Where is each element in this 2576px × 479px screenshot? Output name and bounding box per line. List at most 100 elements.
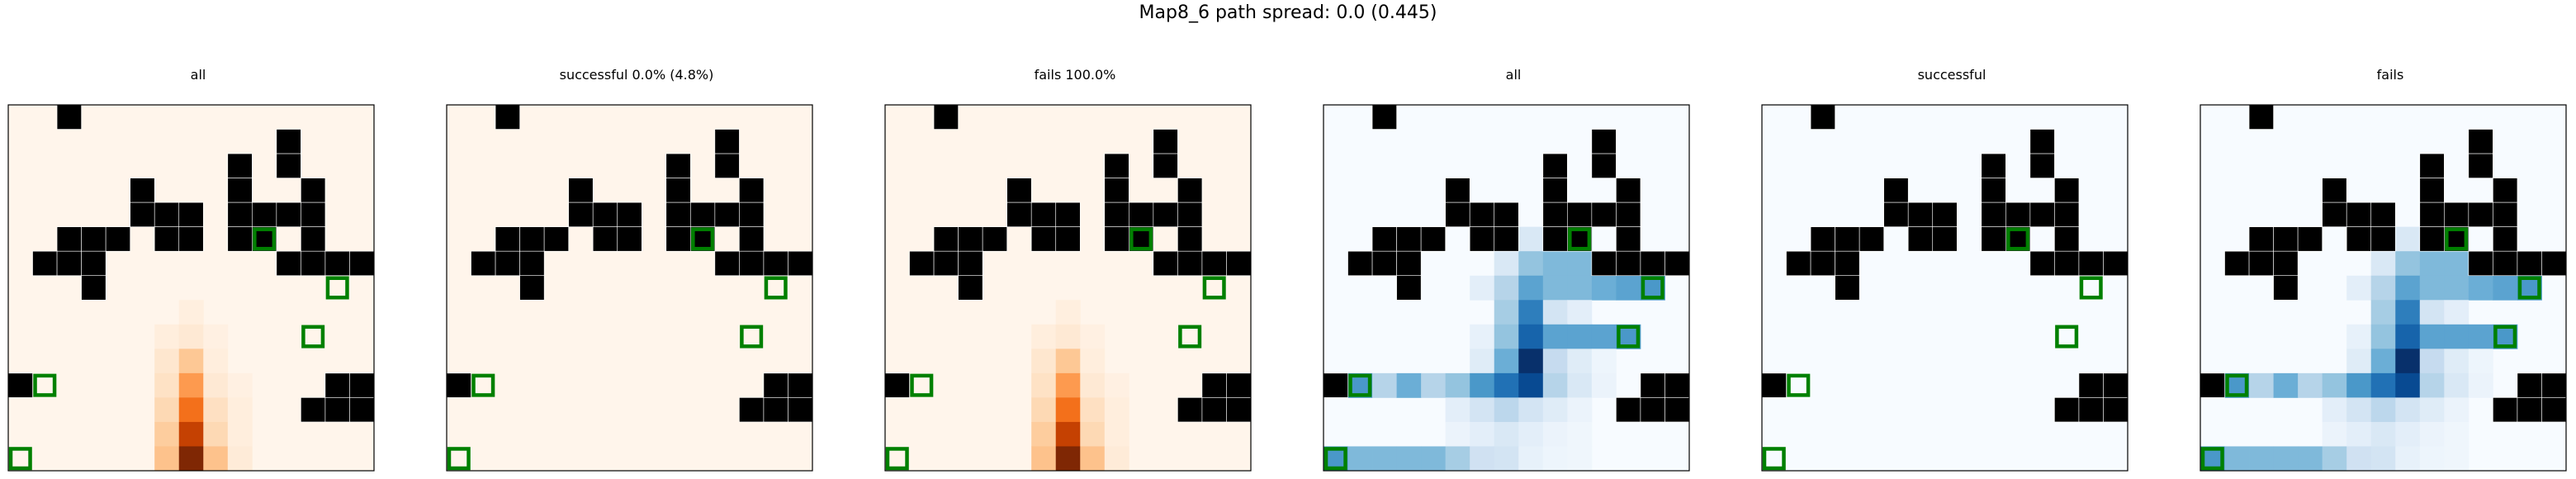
- wall-cell: [1542, 178, 1568, 203]
- wall-cell: [2541, 250, 2567, 277]
- goal-marker: [1348, 373, 1372, 397]
- panel-title: all: [190, 67, 206, 83]
- wall-cell: [665, 226, 691, 252]
- wall-cell: [1201, 250, 1227, 277]
- heat-cell: [1080, 446, 1106, 472]
- heat-cell: [2249, 372, 2274, 398]
- heat-cell: [2370, 251, 2396, 277]
- wall-cell: [2273, 250, 2299, 277]
- heat-cell: [1518, 324, 1544, 349]
- wall-cell: [2078, 250, 2104, 277]
- goal-marker: [2006, 227, 2030, 251]
- wall-cell: [788, 372, 813, 398]
- wall-cell: [276, 153, 301, 178]
- heat-cell: [1518, 226, 1544, 252]
- wall-cell: [933, 104, 959, 130]
- wall-cell: [1055, 226, 1081, 252]
- heat-cell: [2298, 446, 2323, 472]
- heat-cell: [2370, 275, 2396, 301]
- wall-cell: [1907, 226, 1934, 252]
- axes-frame: [446, 104, 813, 472]
- heat-cell: [1518, 275, 1544, 301]
- heat-cell: [1542, 446, 1568, 472]
- wall-cell: [301, 226, 326, 252]
- wall-cell: [933, 250, 959, 277]
- heat-cell: [2370, 397, 2396, 423]
- wall-cell: [982, 226, 1007, 252]
- heat-cell: [1421, 446, 1447, 472]
- wall-cell: [1445, 178, 1470, 203]
- goal-marker: [764, 276, 788, 300]
- wall-cell: [349, 372, 375, 398]
- wall-cell: [227, 178, 253, 203]
- wall-cell: [324, 372, 350, 398]
- wall-cell: [1177, 178, 1203, 203]
- wall-cell: [2005, 202, 2031, 227]
- wall-cell: [958, 275, 983, 301]
- goal-marker: [691, 227, 715, 251]
- heat-cell: [1494, 251, 1519, 277]
- heat-cell: [2419, 372, 2445, 398]
- heat-cell: [1494, 446, 1519, 472]
- wall-cell: [1932, 202, 1958, 227]
- wall-cell: [1664, 250, 1690, 277]
- wall-cell: [1616, 250, 1641, 277]
- heat-cell: [178, 421, 204, 447]
- heat-cell: [2395, 251, 2421, 277]
- wall-cell: [2346, 202, 2372, 227]
- heat-cell: [1421, 372, 1447, 398]
- heat-cell: [178, 397, 204, 423]
- heat-cell: [154, 421, 180, 447]
- wall-cell: [788, 397, 813, 423]
- wall-cell: [1177, 250, 1203, 277]
- heat-cell: [154, 446, 180, 472]
- wall-cell: [568, 178, 594, 203]
- wall-cell: [2517, 250, 2542, 277]
- wall-cell: [2517, 397, 2542, 423]
- wall-cell: [2493, 397, 2518, 423]
- goal-marker: [447, 447, 471, 471]
- wall-cell: [1153, 129, 1178, 154]
- wall-cell: [1494, 226, 1519, 252]
- wall-cell: [739, 202, 765, 227]
- panel-all-oranges: all: [7, 0, 388, 479]
- heat-cell: [1567, 446, 1593, 472]
- heat-cell: [1591, 275, 1617, 301]
- heat-cell: [1494, 397, 1519, 423]
- heat-cell: [1494, 421, 1519, 447]
- heat-cell: [2322, 446, 2347, 472]
- wall-cell: [1932, 226, 1958, 252]
- heat-cell: [154, 397, 180, 423]
- wall-cell: [2493, 226, 2518, 252]
- wall-cell: [1835, 226, 1860, 252]
- wall-cell: [495, 250, 520, 277]
- wall-cell: [178, 202, 204, 227]
- panel-title: all: [1505, 67, 1522, 83]
- heat-cell: [1396, 446, 1422, 472]
- wall-cell: [884, 372, 910, 398]
- heat-cell: [2419, 397, 2445, 423]
- wall-cell: [519, 275, 545, 301]
- heat-cell: [2370, 446, 2396, 472]
- heat-cell: [1542, 349, 1568, 374]
- wall-cell: [1371, 226, 1397, 252]
- wall-cell: [1030, 202, 1057, 227]
- heat-cell: [2419, 421, 2445, 447]
- wall-cell: [252, 202, 277, 227]
- goal-marker: [2055, 325, 2079, 349]
- wall-cell: [1323, 372, 1348, 398]
- axes-frame: [1323, 104, 1690, 472]
- wall-cell: [56, 250, 82, 277]
- wall-cell: [81, 226, 107, 252]
- heat-cell: [2395, 446, 2421, 472]
- wall-cell: [788, 250, 813, 277]
- heat-cell: [2468, 275, 2493, 301]
- goal-marker: [325, 276, 349, 300]
- heat-cell: [2444, 275, 2469, 301]
- heat-cell: [1104, 397, 1129, 423]
- wall-cell: [1153, 202, 1178, 227]
- goal-marker: [2517, 276, 2541, 300]
- heat-cell: [2224, 446, 2250, 472]
- wall-cell: [56, 104, 82, 130]
- heat-cell: [1591, 324, 1617, 349]
